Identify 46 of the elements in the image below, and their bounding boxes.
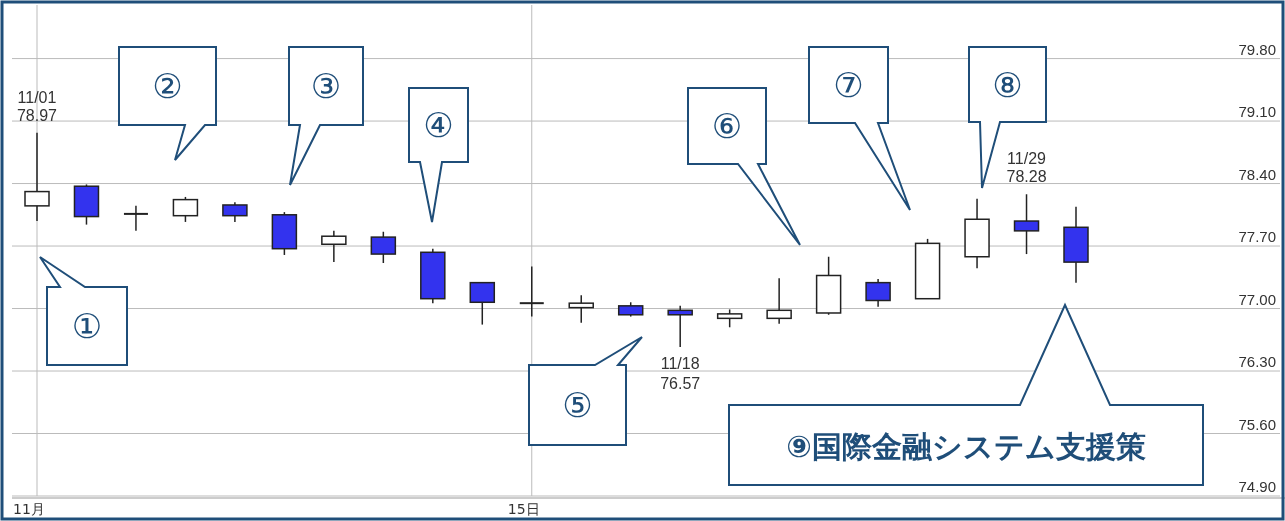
annotation: ④ [423, 105, 454, 145]
candlestick [766, 277, 792, 325]
annotation: 76.57 [660, 374, 701, 392]
candlestick [1013, 193, 1040, 255]
callout-box: ① [39, 256, 128, 366]
text: 79.10 [1238, 103, 1276, 121]
x-tick-label: 15日 [507, 501, 540, 517]
annotation: ⑧ [992, 64, 1023, 105]
annotation: ③ [310, 66, 342, 106]
candlestick [667, 305, 693, 348]
callout-box: ⑦ [808, 46, 911, 211]
callout-box: ⑥ [687, 87, 801, 246]
annotation: 11/18 [660, 354, 700, 372]
candlestick [222, 201, 248, 223]
candlestick [518, 265, 545, 318]
candlestick [865, 278, 891, 308]
x-tick-label: 11月 [13, 501, 45, 517]
text: 78.40 [1238, 165, 1276, 183]
callout-box: ⑤ [528, 336, 643, 446]
candlestick [24, 131, 50, 222]
annotation: ② [152, 66, 183, 106]
annotation: ⑥ [711, 106, 743, 146]
annotation: ① [71, 306, 103, 346]
annotation: 78.28 [1006, 168, 1047, 186]
candlestick [172, 196, 199, 223]
annotation: ⑤ [562, 385, 593, 425]
text: 77.00 [1238, 290, 1276, 308]
candlestick [370, 231, 397, 264]
candlestick [122, 205, 149, 232]
annotation: 11/29 [1007, 150, 1047, 168]
callout-box: ② [118, 46, 217, 161]
text: 74.90 [1238, 478, 1276, 495]
text: 75.60 [1238, 415, 1276, 433]
callout-box: ⑨国際金融システム支援策 [728, 302, 1204, 486]
callout-box: ③ [288, 46, 364, 186]
text: 77.70 [1238, 228, 1276, 246]
callout-box: ④ [408, 87, 469, 223]
text: 76.30 [1238, 353, 1276, 371]
annotation: 78.97 [16, 106, 58, 124]
candlestick [469, 281, 496, 326]
annotation: 11/01 [17, 88, 57, 106]
annotation: ⑦ [833, 65, 864, 105]
text: 79.80 [1238, 40, 1276, 58]
annotation: ⑨国際金融システム支援策 [786, 429, 1146, 464]
candlestick [321, 230, 347, 263]
candlestick [568, 294, 594, 324]
